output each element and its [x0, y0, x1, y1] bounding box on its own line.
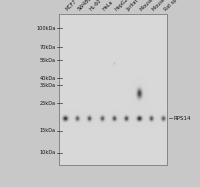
Text: HepG2: HepG2 — [114, 0, 129, 12]
Text: 55kDa: 55kDa — [40, 57, 56, 62]
Text: SW480: SW480 — [77, 0, 93, 12]
Text: Rat spleen: Rat spleen — [163, 0, 185, 12]
Text: 100kDa: 100kDa — [37, 25, 56, 30]
Text: 25kDa: 25kDa — [40, 100, 56, 105]
Text: 70kDa: 70kDa — [40, 45, 56, 50]
Text: Mouse lung: Mouse lung — [151, 0, 174, 12]
Text: RPS14: RPS14 — [173, 116, 190, 120]
Text: 40kDa: 40kDa — [40, 76, 56, 80]
Text: 10kDa: 10kDa — [40, 151, 56, 156]
Text: 35kDa: 35kDa — [40, 82, 56, 88]
Text: 15kDa: 15kDa — [40, 128, 56, 134]
Text: Mouse spleen: Mouse spleen — [139, 0, 166, 12]
Text: MCF7: MCF7 — [65, 0, 78, 12]
Text: HeLa: HeLa — [102, 0, 114, 12]
Text: HL-60: HL-60 — [89, 0, 103, 12]
Text: Jurkat: Jurkat — [126, 0, 140, 12]
